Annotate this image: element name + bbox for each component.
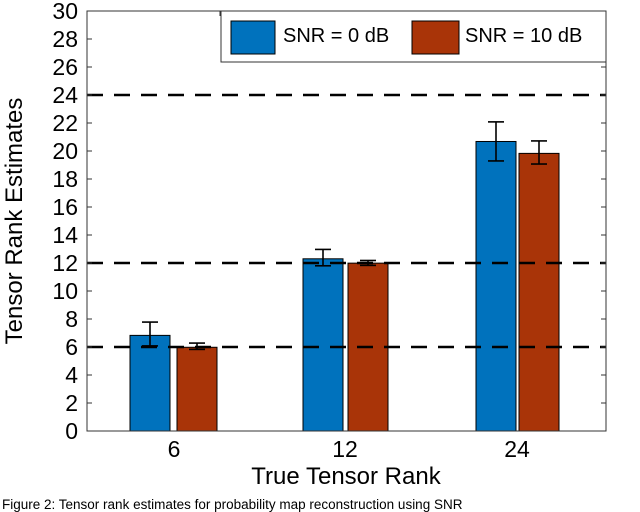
svg-text:12: 12: [332, 436, 358, 462]
svg-text:SNR = 10 dB: SNR = 10 dB: [465, 25, 582, 47]
svg-text:12: 12: [52, 250, 78, 276]
svg-text:22: 22: [52, 110, 78, 136]
svg-text:True Tensor Rank: True Tensor Rank: [251, 463, 441, 490]
svg-text:10: 10: [52, 278, 78, 304]
svg-text:4: 4: [65, 362, 78, 388]
svg-text:18: 18: [52, 166, 78, 192]
svg-text:2: 2: [65, 390, 78, 416]
svg-text:Tensor Rank Estimates: Tensor Rank Estimates: [1, 98, 28, 345]
svg-text:6: 6: [168, 436, 181, 462]
svg-text:8: 8: [65, 306, 78, 332]
svg-text:20: 20: [52, 138, 78, 164]
svg-text:26: 26: [52, 54, 78, 80]
svg-text:14: 14: [52, 222, 78, 248]
svg-text:28: 28: [52, 26, 78, 52]
svg-text:6: 6: [65, 334, 78, 360]
svg-text:24: 24: [52, 82, 78, 108]
svg-text:24: 24: [504, 436, 530, 462]
svg-text:SNR = 0 dB: SNR = 0 dB: [283, 25, 389, 47]
svg-text:16: 16: [52, 194, 78, 220]
svg-text:0: 0: [65, 418, 78, 444]
svg-text:30: 30: [52, 0, 78, 24]
